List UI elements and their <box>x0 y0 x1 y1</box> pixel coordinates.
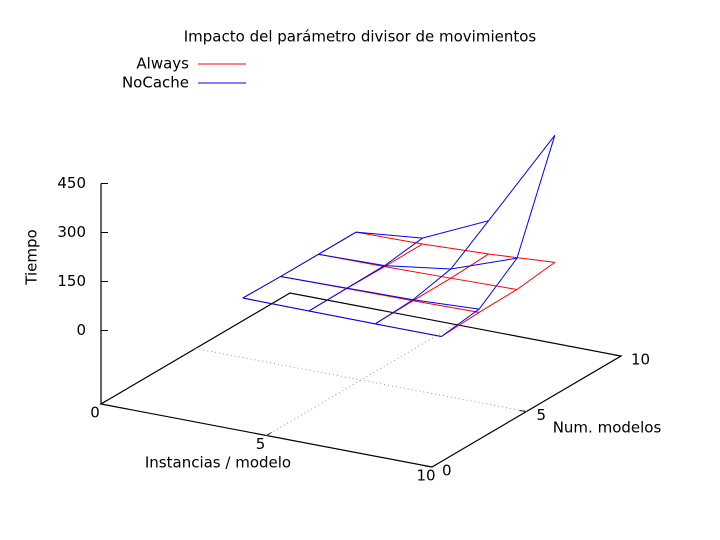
grid-line <box>195 348 527 412</box>
y-tick <box>519 410 527 412</box>
surface-line <box>441 135 556 337</box>
x-tick-label: 5 <box>256 435 266 453</box>
x-tick <box>431 463 438 468</box>
x-axis-label: Instancias / modelo <box>145 454 291 472</box>
z-axis-label: Tiempo <box>23 229 41 285</box>
surface-line <box>441 261 556 337</box>
surface-line <box>318 253 518 270</box>
z-tick-label: 150 <box>57 272 86 290</box>
legend-label: NoCache <box>122 74 189 92</box>
z-tick-label: 450 <box>57 174 86 192</box>
chart-title: Impacto del parámetro divisor de movimie… <box>184 28 537 46</box>
y-tick <box>424 465 433 468</box>
x-tick-label: 0 <box>90 404 100 422</box>
surface-line <box>374 220 489 325</box>
y-tick <box>613 354 622 357</box>
surface-line <box>242 231 357 299</box>
y-tick-label: 5 <box>537 406 547 424</box>
x-tick <box>100 400 107 405</box>
x-tick-label: 10 <box>416 467 435 485</box>
surface-line <box>242 297 442 337</box>
surface-line <box>280 276 480 310</box>
z-tick-label: 0 <box>76 321 86 339</box>
y-tick-label: 10 <box>631 351 650 369</box>
y-tick-label: 0 <box>442 462 452 480</box>
surface-line <box>356 231 555 263</box>
surface-line <box>356 135 556 239</box>
y-axis-label: Num. modelos <box>553 419 662 437</box>
z-tick-label: 300 <box>57 223 86 241</box>
legend-label: Always <box>136 55 189 73</box>
surface-line <box>308 237 423 312</box>
grid-line <box>266 324 456 436</box>
